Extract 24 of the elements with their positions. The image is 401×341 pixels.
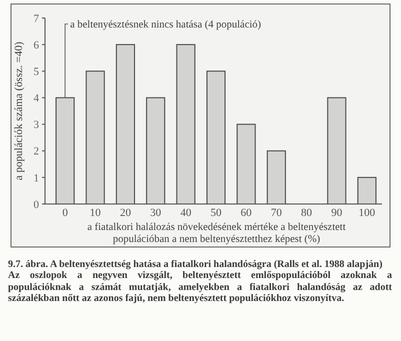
x-tick-label: 40 [180,207,192,219]
y-tick-label: 0 [34,198,40,211]
y-tick-label: 2 [34,146,39,158]
x-tick-label: 70 [270,207,282,219]
y-tick-label: 6 [34,39,40,52]
y-tick-label: 5 [34,66,40,78]
y-axis-title: a populációk száma (össz. =40) [13,41,25,180]
x-tick-label: 10 [90,207,102,219]
text: Az oszlopok a negyven vizsgált, beltenyésztett emlőspopulációból azoknak a populációknak a számát mutatják, amelyekben a fiatalkori halandóság az adott százalékban nőtt az azonos fajú, nem beltenyésztett populációkhoz viszonyítva. [8,270,392,305]
annotation: a beltenyésztésnek nincs hatása (4 populáció) [70,20,262,31]
x-tick-label: 60 [240,207,252,219]
x-tick-label: 0 [62,207,68,219]
x-tick-label: 80 [301,207,313,219]
x-tick-label: 50 [210,207,222,219]
text: 9.7. ábra. A beltenyésztettség hatása a fiatalkori halandóságra (Ralls et al. 1988 alapján) [8,259,384,270]
y-tick-label: 1 [34,172,39,184]
x-tick-label: 20 [120,207,132,219]
x-tick-label: 30 [150,207,162,219]
x-tick-label: 100 [358,207,376,219]
y-tick-label: 3 [34,119,40,132]
x-tick-label: 90 [331,207,343,219]
y-tick-label: 4 [34,92,40,105]
y-tick-label: 7 [34,12,40,25]
x-axis-title: a fiatalkori halálozás növekedésének mértéke a beltenyésztett populációban a nem beltenyésztetthez képest (%) [87,222,346,245]
